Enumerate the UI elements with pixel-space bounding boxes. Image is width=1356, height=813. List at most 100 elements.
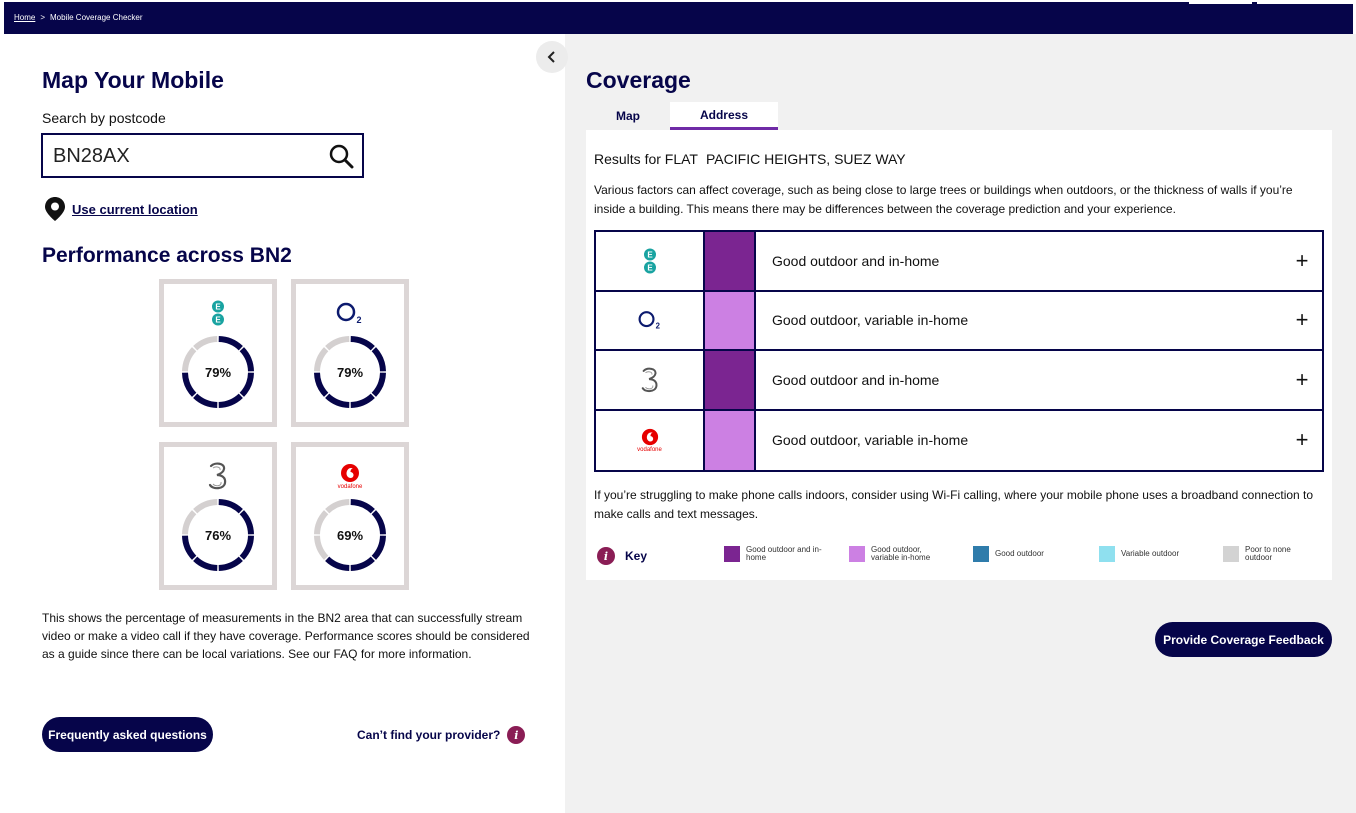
key-item: Good outdoor xyxy=(973,546,1073,562)
info-icon[interactable]: i xyxy=(507,726,526,744)
key-item-label: Good outdoor and in-home xyxy=(746,545,822,562)
coverage-swatch xyxy=(705,291,756,349)
coverage-status: Good outdoor and in-home xyxy=(772,371,940,388)
search-icon[interactable] xyxy=(328,143,354,169)
results-address: PACIFIC HEIGHTS, SUEZ WAY xyxy=(706,151,906,167)
donut-segment xyxy=(371,347,386,372)
key-swatch xyxy=(724,546,740,562)
faq-button[interactable]: Frequently asked questions xyxy=(42,717,213,752)
performance-info-text: This shows the percentage of measurement… xyxy=(42,611,530,661)
performance-title: Performance across BN2 xyxy=(42,244,292,267)
nav-indicator xyxy=(1257,2,1353,4)
breadcrumb: Home > Mobile Coverage Checker xyxy=(14,13,143,22)
donut-segment xyxy=(193,393,218,408)
donut-segment xyxy=(314,535,329,560)
svg-text:E: E xyxy=(215,303,221,312)
donut-segment xyxy=(314,372,329,397)
donut-segment xyxy=(314,510,329,535)
donut-segment xyxy=(350,393,375,408)
donut-segment xyxy=(193,336,218,351)
coverage-swatch xyxy=(705,232,756,290)
breadcrumb-current: Mobile Coverage Checker xyxy=(50,13,143,22)
performance-donut xyxy=(182,336,254,408)
coverage-row-vodafone[interactable]: vodafone Good outdoor, variable in-home … xyxy=(596,410,1322,470)
tab-map[interactable]: Map xyxy=(616,109,640,123)
postcode-input[interactable] xyxy=(53,143,313,169)
chevron-left-icon xyxy=(547,51,555,63)
page-title: Map Your Mobile xyxy=(42,67,224,93)
wifi-calling-text: If you’re struggling to make phone calls… xyxy=(594,488,1314,521)
svg-text:2: 2 xyxy=(655,322,660,331)
svg-text:E: E xyxy=(647,250,653,259)
donut-segment xyxy=(182,372,197,397)
key-item: Variable outdoor xyxy=(1099,546,1209,562)
performance-percent: 79% xyxy=(336,365,364,380)
key-swatch xyxy=(849,546,865,562)
search-label: Search by postcode xyxy=(42,110,166,126)
expand-plus-icon[interactable]: + xyxy=(1295,247,1309,273)
ee-performance-card: E E 79% xyxy=(159,279,277,427)
postcode-search-box xyxy=(41,133,364,178)
donut-segment xyxy=(325,336,350,351)
performance-donut xyxy=(314,336,386,408)
svg-text:E: E xyxy=(647,263,653,272)
key-item-label: Good outdoor xyxy=(995,549,1044,558)
performance-percent: 69% xyxy=(336,528,364,543)
donut-segment xyxy=(371,535,386,560)
coverage-status: Good outdoor, variable in-home xyxy=(772,432,969,449)
results-heading: Results for FLAT PACIFIC HEIGHTS, SUEZ WA… xyxy=(594,151,906,167)
ee-logo-icon: E E xyxy=(643,248,656,274)
vodafone-performance-card: vodafone 69% xyxy=(291,442,409,590)
performance-percent: 79% xyxy=(204,365,232,380)
donut-segment xyxy=(182,535,197,560)
key-swatch xyxy=(1099,546,1115,562)
performance-donut xyxy=(314,499,386,571)
collapse-panel-button[interactable] xyxy=(536,41,568,73)
cant-find-provider-link[interactable]: Can’t find your provider? i xyxy=(357,726,526,744)
donut-segment xyxy=(218,499,243,514)
nav-indicator xyxy=(1189,2,1252,4)
address-results-panel: Results for FLAT PACIFIC HEIGHTS, SUEZ WA… xyxy=(586,130,1332,580)
use-location-link[interactable]: Use current location xyxy=(44,196,198,222)
donut-segment xyxy=(350,499,375,514)
coverage-feedback-button[interactable]: Provide Coverage Feedback xyxy=(1155,622,1332,657)
use-location-label[interactable]: Use current location xyxy=(72,201,198,217)
donut-segment xyxy=(239,535,254,560)
o2-logo-icon: 2 xyxy=(336,302,362,325)
performance-percent: 76% xyxy=(204,528,232,543)
donut-segment xyxy=(193,499,218,514)
donut-segment xyxy=(193,556,218,571)
donut-segment xyxy=(350,336,375,351)
vodafone-logo-icon xyxy=(641,428,658,445)
info-icon[interactable]: i xyxy=(597,547,615,565)
expand-plus-icon[interactable]: + xyxy=(1295,366,1309,392)
tab-address[interactable]: Address xyxy=(670,102,778,130)
expand-plus-icon[interactable]: + xyxy=(1295,307,1309,333)
coverage-status: Good outdoor and in-home xyxy=(772,252,940,269)
coverage-row-three[interactable]: Good outdoor and in-home + xyxy=(596,351,1322,411)
three-performance-card: 76% xyxy=(159,442,277,590)
donut-segment xyxy=(350,556,375,571)
vodafone-wordmark: vodafone xyxy=(637,446,662,453)
donut-segment xyxy=(239,510,254,535)
expand-plus-icon[interactable]: + xyxy=(1295,427,1309,453)
key-heading: i Key xyxy=(597,547,647,565)
coverage-key: i Key Good outdoor and in-home Good outdo… xyxy=(597,546,1325,568)
coverage-row-o2[interactable]: 2 Good outdoor, variable in-home + xyxy=(596,291,1322,351)
key-item-label: Good outdoor, variable in-home xyxy=(871,545,931,562)
donut-segment xyxy=(371,372,386,397)
vodafone-logo-icon xyxy=(341,463,359,482)
key-item: Poor to none outdoor xyxy=(1223,546,1313,562)
coverage-table: E E Good outdoor and in-home + 2 Good ou… xyxy=(594,230,1324,472)
key-swatch xyxy=(1223,546,1239,562)
donut-segment xyxy=(182,510,197,535)
breadcrumb-separator: > xyxy=(40,13,46,22)
results-prefix: Results for FLAT xyxy=(594,151,698,167)
coverage-swatch xyxy=(705,351,756,409)
donut-segment xyxy=(239,347,254,372)
key-item-label: Variable outdoor xyxy=(1121,549,1180,558)
key-item: Good outdoor, variable in-home xyxy=(849,546,949,562)
breadcrumb-home-link[interactable]: Home xyxy=(14,13,36,22)
donut-segment xyxy=(314,347,329,372)
coverage-row-ee[interactable]: E E Good outdoor and in-home + xyxy=(596,232,1322,292)
